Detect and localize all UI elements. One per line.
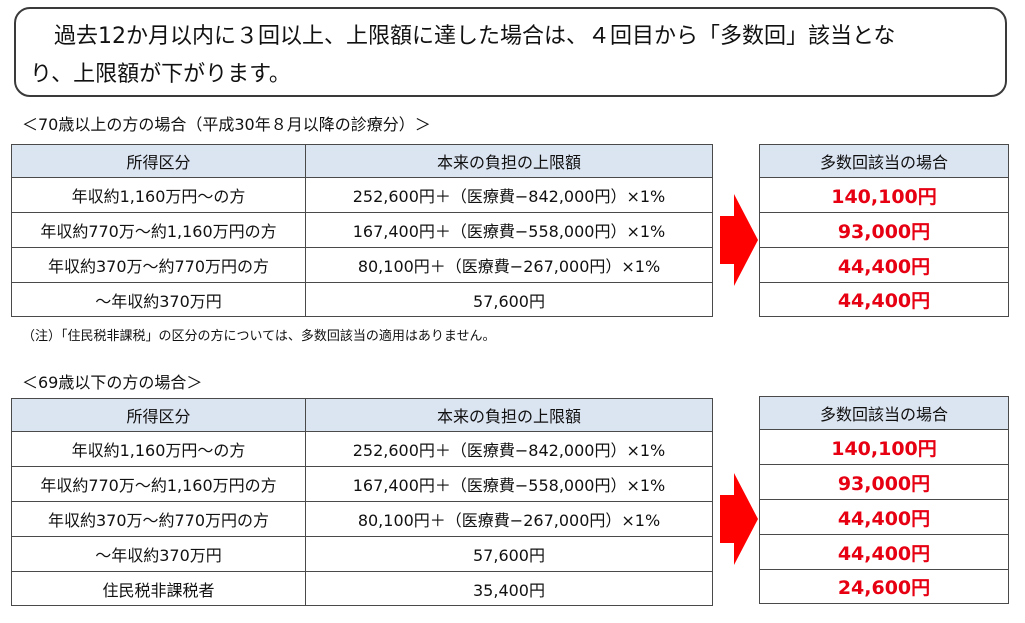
multi-value-cell: 93,000円 xyxy=(759,212,1009,248)
table-row: 140,100円 xyxy=(759,177,1009,213)
table1-multi-table: 多数回該当の場合 140,100円 93,000円 44,400円 44,400… xyxy=(759,144,1009,317)
income-cell: 年収約1,160万円〜の方 xyxy=(11,431,306,467)
limit-cell: 252,600円＋（医療費−842,000円）×1% xyxy=(305,431,713,467)
limit-cell: 252,600円＋（医療費−842,000円）×1% xyxy=(305,177,713,213)
table2-caption: ＜69歳以下の方の場合＞ xyxy=(22,373,203,392)
income-header: 所得区分 xyxy=(11,144,306,178)
limit-cell: 57,600円 xyxy=(305,536,713,572)
right-arrow-icon xyxy=(720,473,758,565)
income-cell: 住民税非課税者 xyxy=(11,571,306,606)
limit-cell: 57,600円 xyxy=(305,282,713,317)
table-row: 年収約370万〜約770万円の方 80,100円＋（医療費−267,000円）×… xyxy=(11,247,713,283)
table-row: 24,600円 xyxy=(759,569,1009,604)
table-row: 93,000円 xyxy=(759,464,1009,500)
table-header-row: 多数回該当の場合 xyxy=(759,396,1009,430)
table-row: 44,400円 xyxy=(759,282,1009,317)
table-row: 年収約770万〜約1,160万円の方 167,400円＋（医療費−558,000… xyxy=(11,466,713,502)
limit-header: 本来の負担の上限額 xyxy=(305,398,713,432)
table-row: 〜年収約370万円 57,600円 xyxy=(11,536,713,572)
multi-value-cell: 24,600円 xyxy=(759,569,1009,604)
table2-limit-table: 所得区分 本来の負担の上限額 年収約1,160万円〜の方 252,600円＋（医… xyxy=(11,398,713,606)
right-arrow-icon xyxy=(720,194,758,286)
multi-value-cell: 44,400円 xyxy=(759,534,1009,570)
multi-value-cell: 140,100円 xyxy=(759,177,1009,213)
multi-header: 多数回該当の場合 xyxy=(759,396,1009,430)
income-header: 所得区分 xyxy=(11,398,306,432)
table-row: 〜年収約370万円 57,600円 xyxy=(11,282,713,317)
table-row: 44,400円 xyxy=(759,534,1009,570)
income-cell: 年収約370万〜約770万円の方 xyxy=(11,501,306,537)
multi-header: 多数回該当の場合 xyxy=(759,144,1009,178)
limit-cell: 167,400円＋（医療費−558,000円）×1% xyxy=(305,466,713,502)
table-header-row: 所得区分 本来の負担の上限額 xyxy=(11,398,713,432)
table-header-row: 多数回該当の場合 xyxy=(759,144,1009,178)
table-row: 140,100円 xyxy=(759,429,1009,465)
multi-value-cell: 44,400円 xyxy=(759,499,1009,535)
limit-cell: 80,100円＋（医療費−267,000円）×1% xyxy=(305,247,713,283)
notice-line-2: り、上限額が下がります。 xyxy=(30,62,291,87)
table-header-row: 所得区分 本来の負担の上限額 xyxy=(11,144,713,178)
multi-value-cell: 140,100円 xyxy=(759,429,1009,465)
table-row: 44,400円 xyxy=(759,247,1009,283)
table-row: 年収約1,160万円〜の方 252,600円＋（医療費−842,000円）×1% xyxy=(11,431,713,467)
table1-note: （注）「住民税非課税」の区分の方については、多数回該当の適用はありません。 xyxy=(22,329,496,344)
income-cell: 年収約1,160万円〜の方 xyxy=(11,177,306,213)
income-cell: 年収約770万〜約1,160万円の方 xyxy=(11,212,306,248)
income-cell: 〜年収約370万円 xyxy=(11,536,306,572)
income-cell: 年収約770万〜約1,160万円の方 xyxy=(11,466,306,502)
notice-box: 過去12か月以内に３回以上、上限額に達した場合は、４回目から「多数回」該当とな … xyxy=(14,7,1007,97)
multi-value-cell: 93,000円 xyxy=(759,464,1009,500)
table2-multi-table: 多数回該当の場合 140,100円 93,000円 44,400円 44,400… xyxy=(759,396,1009,604)
limit-cell: 35,400円 xyxy=(305,571,713,606)
notice-line-1: 過去12か月以内に３回以上、上限額に達した場合は、４回目から「多数回」該当とな xyxy=(54,24,896,49)
table1-caption: ＜70歳以上の方の場合（平成30年８月以降の診療分）＞ xyxy=(22,115,431,134)
table-row: 44,400円 xyxy=(759,499,1009,535)
table-row: 住民税非課税者 35,400円 xyxy=(11,571,713,606)
multi-value-cell: 44,400円 xyxy=(759,247,1009,283)
limit-cell: 80,100円＋（医療費−267,000円）×1% xyxy=(305,501,713,537)
table-row: 年収約1,160万円〜の方 252,600円＋（医療費−842,000円）×1% xyxy=(11,177,713,213)
table-row: 93,000円 xyxy=(759,212,1009,248)
income-cell: 〜年収約370万円 xyxy=(11,282,306,317)
limit-header: 本来の負担の上限額 xyxy=(305,144,713,178)
table1-limit-table: 所得区分 本来の負担の上限額 年収約1,160万円〜の方 252,600円＋（医… xyxy=(11,144,713,317)
table-row: 年収約770万〜約1,160万円の方 167,400円＋（医療費−558,000… xyxy=(11,212,713,248)
limit-cell: 167,400円＋（医療費−558,000円）×1% xyxy=(305,212,713,248)
multi-value-cell: 44,400円 xyxy=(759,282,1009,317)
income-cell: 年収約370万〜約770万円の方 xyxy=(11,247,306,283)
table-row: 年収約370万〜約770万円の方 80,100円＋（医療費−267,000円）×… xyxy=(11,501,713,537)
